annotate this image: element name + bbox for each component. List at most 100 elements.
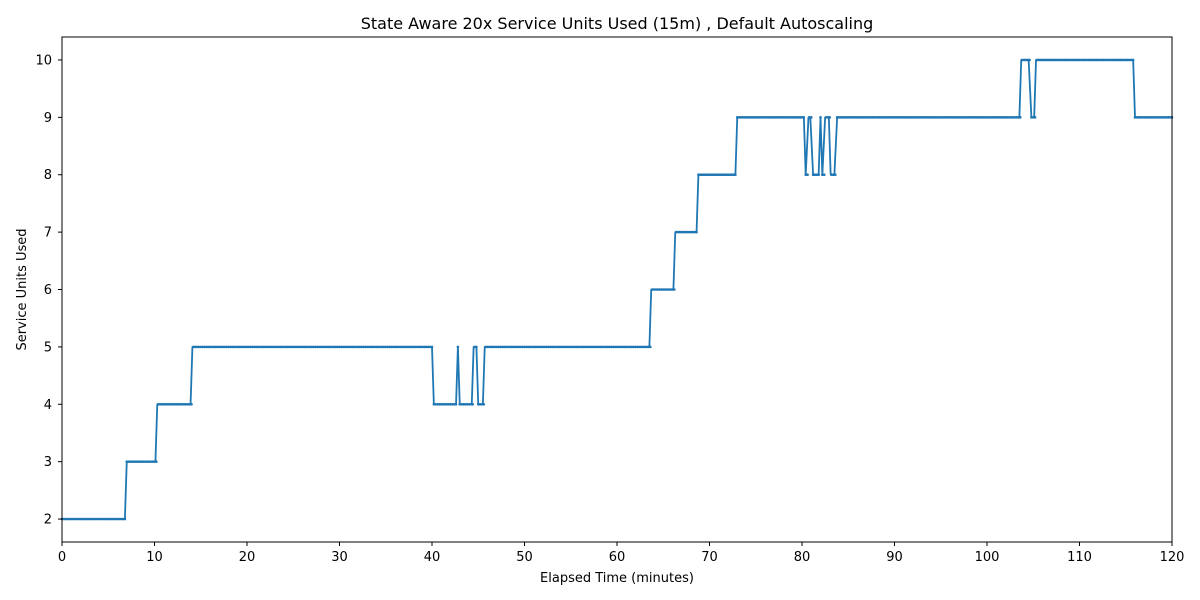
data-point xyxy=(878,116,881,119)
data-point xyxy=(334,345,338,349)
data-point xyxy=(645,345,648,349)
data-point xyxy=(750,116,754,119)
data-point xyxy=(554,345,558,349)
data-point xyxy=(647,345,650,349)
data-point xyxy=(489,345,493,349)
data-point xyxy=(110,517,114,521)
data-point xyxy=(858,116,861,119)
data-point xyxy=(545,345,548,349)
data-point xyxy=(345,345,349,349)
data-point xyxy=(402,345,406,349)
data-point xyxy=(813,173,817,177)
x-tick-label: 110 xyxy=(1067,550,1092,565)
data-point xyxy=(859,116,863,119)
data-point xyxy=(201,345,204,349)
data-point xyxy=(1093,58,1096,62)
data-point xyxy=(815,173,819,177)
data-point xyxy=(441,402,445,406)
data-point xyxy=(937,116,941,119)
data-point xyxy=(484,345,487,349)
data-point xyxy=(612,345,615,349)
data-point xyxy=(972,116,976,119)
data-point xyxy=(425,345,428,349)
data-point xyxy=(772,116,776,119)
data-point xyxy=(114,517,117,521)
data-point xyxy=(356,345,360,349)
data-point xyxy=(961,116,965,119)
data-point xyxy=(795,116,798,119)
data-point xyxy=(488,345,491,349)
data-point xyxy=(227,345,230,349)
data-point xyxy=(393,345,397,349)
data-point xyxy=(649,345,652,349)
data-point xyxy=(771,116,774,119)
data-point xyxy=(985,116,989,119)
data-point xyxy=(661,288,665,291)
data-point xyxy=(932,116,935,119)
data-point xyxy=(242,345,245,349)
data-point xyxy=(1117,58,1120,62)
data-point xyxy=(821,173,824,177)
data-point xyxy=(615,345,619,349)
data-point xyxy=(1061,58,1065,62)
data-point xyxy=(843,116,846,119)
data-point xyxy=(452,402,456,406)
data-point xyxy=(129,460,132,463)
data-point xyxy=(1085,58,1089,62)
data-point xyxy=(517,345,521,349)
data-point xyxy=(717,173,721,177)
data-point xyxy=(140,460,143,463)
data-point xyxy=(1159,116,1163,119)
data-point xyxy=(171,402,175,406)
data-point xyxy=(319,345,323,349)
data-point xyxy=(1122,58,1126,62)
data-point xyxy=(258,345,262,349)
data-point xyxy=(578,345,582,349)
data-point xyxy=(317,345,321,349)
data-point xyxy=(240,345,243,349)
data-point xyxy=(1128,58,1131,62)
data-point xyxy=(1002,116,1005,119)
data-point xyxy=(891,116,894,119)
data-point xyxy=(121,517,125,521)
data-point xyxy=(604,345,608,349)
data-point xyxy=(271,345,275,349)
data-point xyxy=(173,402,177,406)
data-point xyxy=(362,345,365,349)
data-point xyxy=(637,345,641,349)
data-point xyxy=(530,345,534,349)
data-point xyxy=(81,517,84,521)
data-point xyxy=(82,517,86,521)
data-point xyxy=(262,345,265,349)
data-point xyxy=(726,173,730,177)
data-point xyxy=(737,116,741,119)
data-point xyxy=(761,116,765,119)
data-point xyxy=(697,173,700,177)
data-point xyxy=(747,116,750,119)
data-point xyxy=(778,116,782,119)
data-point xyxy=(253,345,256,349)
data-point xyxy=(323,345,327,349)
data-point xyxy=(427,345,430,349)
data-point xyxy=(166,402,169,406)
data-point xyxy=(969,116,972,119)
y-tick-label: 10 xyxy=(35,53,52,68)
data-point xyxy=(256,345,260,349)
y-tick-label: 9 xyxy=(44,111,52,126)
data-point xyxy=(64,517,67,521)
data-point xyxy=(587,345,591,349)
data-point xyxy=(765,116,769,119)
y-tick-label: 3 xyxy=(44,455,52,470)
data-point xyxy=(175,402,178,406)
data-point xyxy=(456,345,460,349)
data-point xyxy=(1131,58,1135,62)
data-point xyxy=(665,288,669,291)
data-point xyxy=(229,345,232,349)
data-point xyxy=(454,402,458,406)
data-point xyxy=(234,345,238,349)
data-point xyxy=(632,345,635,349)
data-point xyxy=(1037,58,1041,62)
data-point xyxy=(1063,58,1066,62)
data-point xyxy=(641,345,645,349)
data-point xyxy=(351,345,354,349)
